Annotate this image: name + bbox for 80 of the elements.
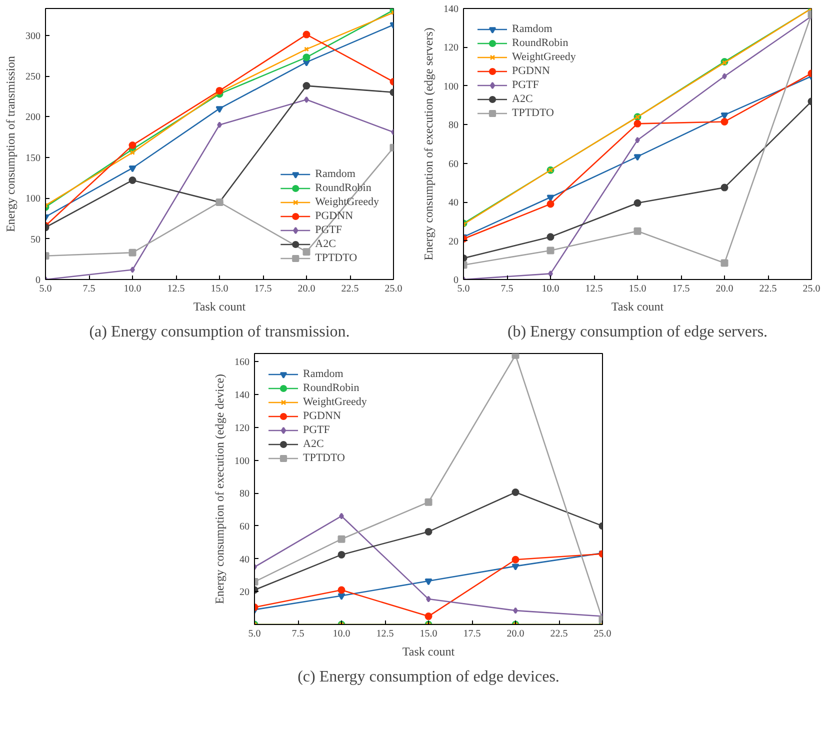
x-tick-label: 15.0 [628,284,646,294]
x-tick-label: 5.0 [457,284,470,294]
x-tick-label: 10.0 [124,284,142,294]
y-tick-label: 60 [448,158,458,170]
x-tick-label: 15.0 [420,628,438,640]
x-tick-label: 25.0 [802,284,820,294]
y-tick-label: 40 [240,554,250,566]
legend-label: A2C [512,92,533,106]
x-axis-title: Task count [402,644,456,658]
y-tick-label: 300 [26,30,40,42]
x-axis-title: Task count [611,300,664,314]
legend-label: WeightGreedy [315,195,379,209]
y-tick-label: 250 [26,72,40,83]
legend-label: Ramdom [512,22,552,36]
y-tick-label: 120 [234,422,250,434]
legend-label: PGDNN [303,409,341,423]
legend-label: PGDNN [315,209,354,223]
x-tick-label: 25.0 [384,284,402,294]
legend-label: Ramdom [315,167,356,181]
legend-label: PGTF [303,423,330,437]
x-tick-label: 20.0 [506,628,524,640]
y-tick-label: 100 [234,456,250,467]
x-axis-title: Task count [193,300,246,314]
y-tick-label: 20 [448,236,458,248]
y-tick-label: 50 [30,234,40,246]
x-tick-label: 15.0 [210,284,228,294]
legend-label: TPTDTO [315,251,358,265]
x-tick-label: 20.0 [298,284,316,294]
legend-label: A2C [315,237,336,251]
y-tick-label: 160 [234,357,250,368]
x-tick-label: 22.5 [550,628,568,640]
x-tick-label: 7.5 [82,284,96,294]
y-tick-label: 60 [240,521,250,532]
y-tick-label: 140 [444,4,458,15]
legend-label: TPTDTO [512,106,554,120]
x-tick-label: 22.5 [759,284,777,294]
legend-label: RoundRobin [512,36,568,50]
y-axis-title: Energy consumption of execution (edge device) [212,374,226,604]
y-tick-label: 40 [448,198,458,209]
legend-label: PGTF [315,223,342,237]
text: (b) Energy consumption of edge servers. [507,324,768,340]
x-tick-label: 12.5 [167,284,185,294]
x-tick-label: 25.0 [594,628,612,640]
y-tick-label: 0 [36,275,40,286]
x-tick-label: 20.0 [716,284,734,294]
legend-label: RoundRobin [315,181,372,195]
legend-label: RoundRobin [303,381,360,395]
y-axis-title: Energy consumption of execution (edge servers) [422,28,436,260]
legend-label: WeightGreedy [303,395,367,409]
y-tick-label: 100 [444,81,458,92]
x-tick-label: 22.5 [341,284,359,294]
y-tick-label: 140 [234,390,250,402]
text: (a) Energy consumption of transmission. [89,324,350,340]
legend-label: Ramdom [303,367,344,381]
x-tick-label: 5.0 [39,284,52,294]
x-tick-label: 5.0 [248,628,261,640]
x-tick-label: 17.5 [254,284,272,294]
y-tick-label: 120 [444,42,458,54]
y-tick-label: 100 [26,194,40,205]
y-tick-label: 20 [240,587,250,598]
x-tick-label: 10.0 [542,284,560,294]
x-tick-label: 7.5 [292,628,304,640]
legend-label: WeightGreedy [512,50,576,64]
legend-label: A2C [303,437,324,451]
x-tick-label: 10.0 [332,628,350,640]
y-tick-label: 80 [240,488,250,500]
legend-label: PGDNN [512,64,550,78]
legend-label: PGTF [512,78,539,92]
x-tick-label: 17.5 [463,628,481,640]
text: (c) Energy consumption of edge devices. [298,668,560,686]
y-tick-label: 80 [448,120,458,132]
x-tick-label: 12.5 [376,628,394,640]
x-tick-label: 7.5 [500,284,514,294]
y-axis-title: Energy consumption of transmission [4,56,18,232]
y-tick-label: 150 [26,152,40,164]
y-tick-label: 0 [454,275,458,286]
x-tick-label: 12.5 [585,284,603,294]
legend-label: TPTDTO [303,451,345,465]
x-tick-label: 17.5 [672,284,690,294]
y-tick-label: 200 [26,112,40,124]
